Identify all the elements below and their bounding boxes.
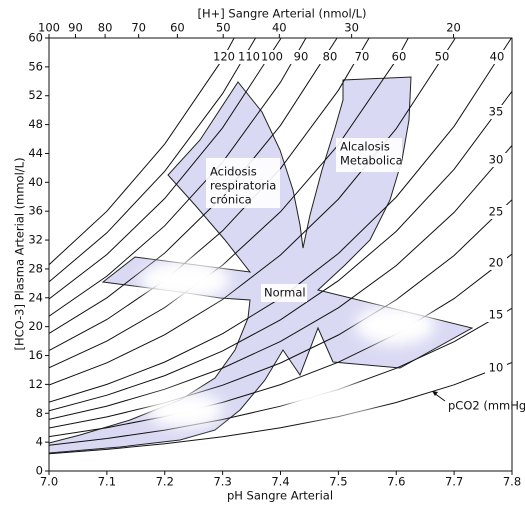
isobar-label-bg [486, 50, 508, 64]
isobar [49, 145, 512, 420]
isobar [49, 253, 512, 438]
y-tick-label: 60 [28, 31, 43, 45]
isobar-label-bg [238, 50, 260, 64]
annotation: respiratoria [210, 179, 276, 193]
annotation: Normal [264, 286, 306, 300]
y-tick-label: 56 [28, 59, 43, 73]
isobar-label-bg [485, 205, 507, 219]
isobar-label-bg [485, 153, 507, 167]
isobar-label-bg [388, 50, 410, 64]
y-tick-label: 24 [28, 290, 43, 304]
x-tick-label: 7.7 [445, 475, 463, 489]
isobar-label: 90 [294, 50, 309, 64]
isobar-label-bg [485, 308, 507, 322]
y-tick-label: 20 [28, 319, 43, 333]
isobar-label: 25 [489, 205, 504, 219]
label-bg [206, 158, 280, 208]
top-tick-label: 90 [68, 21, 83, 35]
y-tick-label: 4 [36, 435, 43, 449]
isobar [49, 307, 512, 446]
isobar-label-bg [485, 105, 507, 119]
isobar-label-bg [485, 256, 507, 270]
isobar-label-bg [319, 50, 341, 64]
y-tick-label: 12 [28, 377, 43, 391]
top-tick-label: 60 [170, 21, 185, 35]
isobar-label: 120 [213, 50, 235, 64]
x-tick-label: 7.3 [213, 475, 231, 489]
x-tick-label: 7.8 [503, 475, 521, 489]
top-tick-label: 80 [98, 21, 113, 35]
y-axis-title: [HCO-3] Plasma Arterial (mmol/L) [13, 157, 27, 350]
isobar [49, 91, 512, 412]
blur-patches [140, 260, 435, 428]
isobar [49, 38, 307, 317]
y-tick-label: 28 [28, 261, 43, 275]
isobar-label-bg [290, 50, 312, 64]
y-tick-label: 40 [28, 175, 43, 189]
y-tick-label: 0 [36, 464, 43, 478]
y-tick-label: 52 [28, 88, 43, 102]
isobar-label-bg [261, 50, 283, 64]
top-tick-label: 100 [38, 21, 60, 35]
isobar-label: 70 [355, 50, 370, 64]
isobar-label: 20 [489, 256, 504, 270]
isobar-unit: pCO2 (mmHg) [448, 399, 525, 413]
isobar [49, 38, 370, 352]
annotation: Alcalosis [340, 140, 390, 154]
y-tick-label: 16 [28, 348, 43, 362]
isobar-label: 35 [489, 105, 504, 119]
top-tick-label: 20 [446, 21, 461, 35]
isobar-label: 50 [435, 50, 450, 64]
isobar-label: 80 [323, 50, 338, 64]
top-tick-label: 40 [272, 21, 287, 35]
y-tick-label: 48 [28, 117, 43, 131]
isobar-label: 60 [392, 50, 407, 64]
top-tick-label: 30 [344, 21, 359, 35]
isobar-label: 30 [489, 153, 504, 167]
isobar [49, 38, 282, 300]
top-tick-label: 50 [216, 21, 231, 35]
isobar [49, 38, 456, 386]
y-tick-label: 32 [28, 233, 43, 247]
isobar [49, 38, 338, 334]
isobar-label-bg [431, 50, 453, 64]
x-tick-label: 7.6 [387, 475, 405, 489]
isobar-label-bg [485, 361, 507, 375]
top-axis-title: [H+] Sangre Arterial (nmol/L) [197, 7, 366, 21]
label-bg [336, 138, 402, 172]
isobars [49, 38, 512, 455]
y-tick-label: 8 [36, 406, 43, 420]
top-tick-label: 70 [131, 21, 146, 35]
x-tick-label: 7.4 [271, 475, 289, 489]
arrow-head [432, 391, 438, 396]
isobar [49, 38, 257, 283]
isobar-label: 110 [238, 50, 260, 64]
isobar [49, 38, 409, 369]
label-bg [261, 284, 307, 302]
isobar-label-bg [351, 50, 373, 64]
annotation: Acidosis [210, 165, 257, 179]
x-axis-title: pH Sangre Arterial [227, 489, 333, 503]
isobar-label: 15 [489, 308, 504, 322]
isobar-label: 10 [489, 361, 504, 375]
isobar-label-bg [213, 50, 235, 64]
isobar [49, 199, 512, 429]
x-tick-label: 7.2 [156, 475, 174, 489]
x-tick-label: 7.0 [40, 475, 58, 489]
isobar-label: 40 [490, 50, 505, 64]
annotation: crónica [210, 193, 252, 207]
isobar-label: 100 [261, 50, 283, 64]
y-tick-label: 44 [28, 146, 43, 160]
isobar [49, 38, 235, 266]
isobar [49, 362, 512, 455]
x-tick-label: 7.5 [329, 475, 347, 489]
x-tick-label: 7.1 [98, 475, 116, 489]
y-tick-label: 36 [28, 204, 43, 218]
annotation: Metabolica [340, 154, 403, 168]
